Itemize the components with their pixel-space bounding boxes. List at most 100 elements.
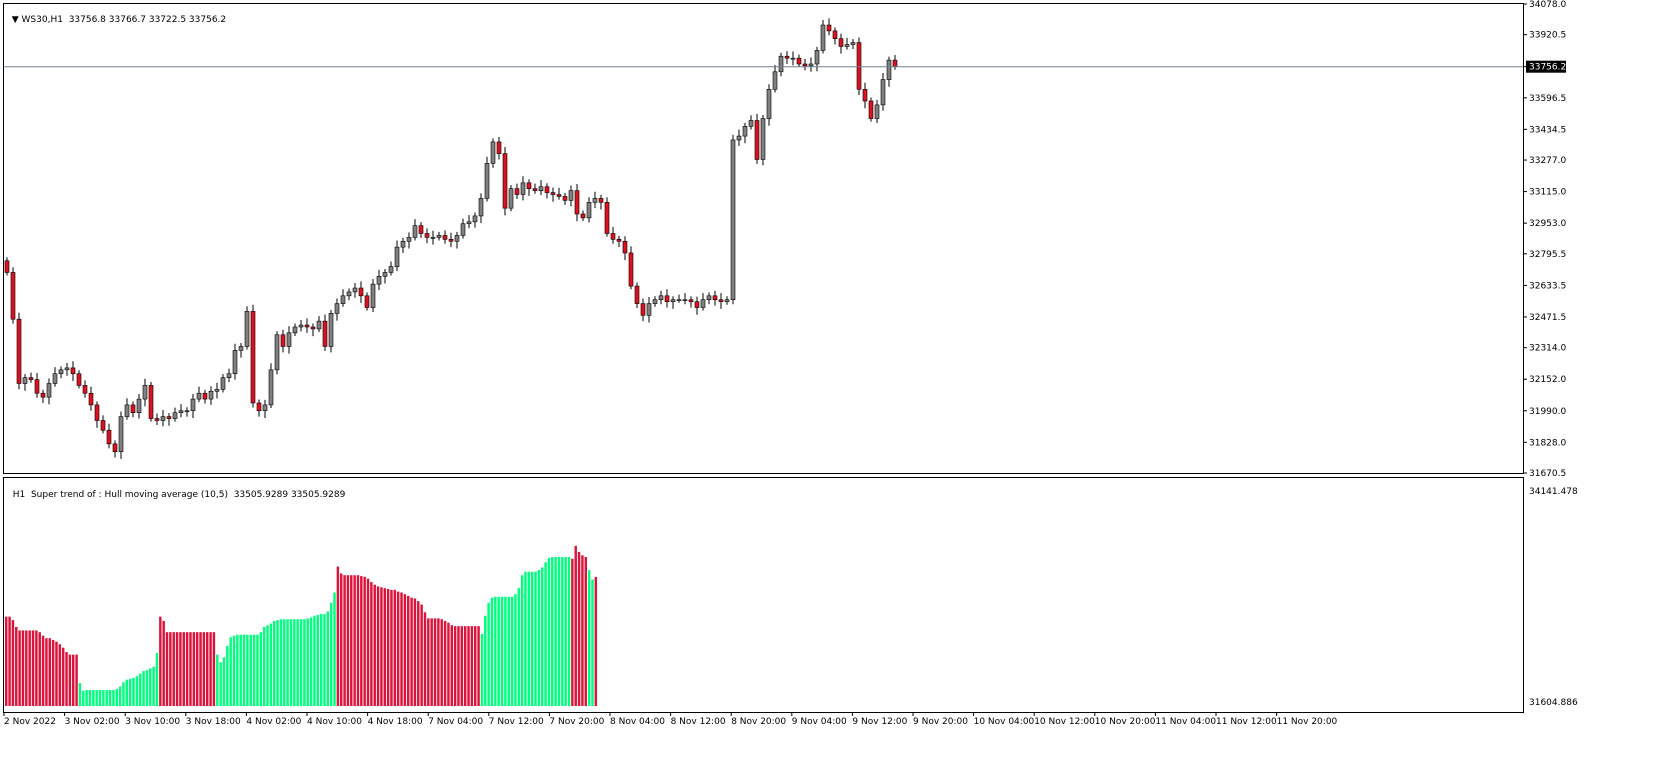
histogram-bar <box>216 654 219 706</box>
candle <box>616 235 622 248</box>
candle-body <box>100 420 106 431</box>
candle <box>556 187 562 200</box>
histogram-bar <box>510 596 514 706</box>
candle-body <box>226 373 232 378</box>
candle <box>328 309 334 353</box>
histogram-bar <box>524 571 527 706</box>
price-tick-label: 33115.0 <box>1529 188 1566 198</box>
symbol-timeframe: WS30,H1 <box>21 15 63 25</box>
candle <box>304 318 310 333</box>
histogram-bar <box>226 645 229 706</box>
time-tick-label: 10 Nov 04:00 <box>974 717 1035 727</box>
candle-body <box>130 404 136 414</box>
histogram-bar <box>561 557 564 706</box>
time-tick-label: 8 Nov 04:00 <box>610 717 665 727</box>
candle-body <box>214 389 220 392</box>
candle-body <box>310 326 316 330</box>
histogram-bar <box>108 690 112 706</box>
candle <box>766 84 772 126</box>
histogram-bar <box>494 596 497 706</box>
candle <box>496 136 502 160</box>
candle <box>838 33 844 54</box>
candle <box>502 146 508 216</box>
candle <box>130 401 136 418</box>
candle-body <box>196 392 202 400</box>
histogram-bar <box>78 683 82 706</box>
candle <box>148 381 154 422</box>
collapse-triangle-icon[interactable]: ▼ <box>11 15 22 25</box>
histogram-bar <box>554 557 557 706</box>
histogram-bar <box>85 690 88 706</box>
histogram-bar <box>453 626 457 706</box>
histogram-bar <box>246 634 249 706</box>
candle-body <box>166 416 172 419</box>
candle <box>748 115 754 130</box>
histogram-bar <box>31 630 35 706</box>
candle <box>22 374 28 391</box>
candle-body <box>778 55 784 73</box>
histogram-bar <box>326 611 330 706</box>
candle-body <box>52 373 58 384</box>
histogram-bar <box>15 626 18 706</box>
candle-body <box>784 55 790 59</box>
candle <box>352 282 358 298</box>
candle <box>820 19 826 54</box>
histogram-bar <box>363 576 366 706</box>
histogram-bar <box>256 634 259 706</box>
candle-body <box>22 377 28 384</box>
candle-body <box>178 410 184 414</box>
histogram-bar <box>450 625 453 706</box>
candle-body <box>874 104 880 119</box>
candle-body <box>442 235 448 240</box>
candle-body <box>286 332 292 347</box>
candle <box>388 261 394 276</box>
candle-body <box>394 246 400 267</box>
histogram-bar <box>356 575 360 706</box>
histogram-bar <box>443 620 447 706</box>
histogram-bar <box>477 626 480 706</box>
candle-body <box>610 233 616 240</box>
candle <box>226 368 232 383</box>
histogram-bar <box>185 632 189 706</box>
price-chart-frame <box>3 3 1524 474</box>
candle <box>52 367 58 387</box>
histogram-bar <box>179 632 182 706</box>
histogram-bar <box>530 571 534 706</box>
candle <box>202 389 208 404</box>
candle <box>610 226 616 244</box>
histogram-bar <box>460 626 464 706</box>
candle-body <box>4 260 10 273</box>
histogram-bar <box>5 616 8 706</box>
histogram-bar <box>172 632 175 706</box>
histogram-bar <box>115 689 118 706</box>
histogram-bar <box>41 635 45 706</box>
candle-body <box>250 311 256 404</box>
candle <box>316 316 322 333</box>
histogram-bar <box>11 620 15 706</box>
candle-body <box>820 24 826 51</box>
histogram-bar <box>135 676 139 706</box>
histogram-bar <box>353 575 356 706</box>
histogram-bar <box>262 626 266 706</box>
candle <box>718 293 724 309</box>
histogram-bar <box>383 588 386 706</box>
price-tick-label: 32152.0 <box>1529 375 1566 385</box>
histogram-bar <box>433 618 437 706</box>
candle-body <box>652 299 658 304</box>
candle-body <box>892 59 898 67</box>
price-tick-label: 32314.0 <box>1529 344 1566 354</box>
time-tick-label: 4 Nov 18:00 <box>368 717 423 727</box>
candle <box>436 231 442 241</box>
time-tick-label: 9 Nov 12:00 <box>852 717 907 727</box>
candle-body <box>478 198 484 217</box>
histogram-bar <box>199 632 202 706</box>
candles-layer <box>4 18 898 459</box>
histogram-bar <box>8 616 11 706</box>
histogram-bar <box>380 587 383 706</box>
histogram-bar <box>279 619 283 706</box>
candle <box>724 296 730 305</box>
histogram-bar <box>390 589 393 706</box>
histogram-bar <box>112 690 115 706</box>
price-tick-label: 33596.5 <box>1529 94 1566 104</box>
